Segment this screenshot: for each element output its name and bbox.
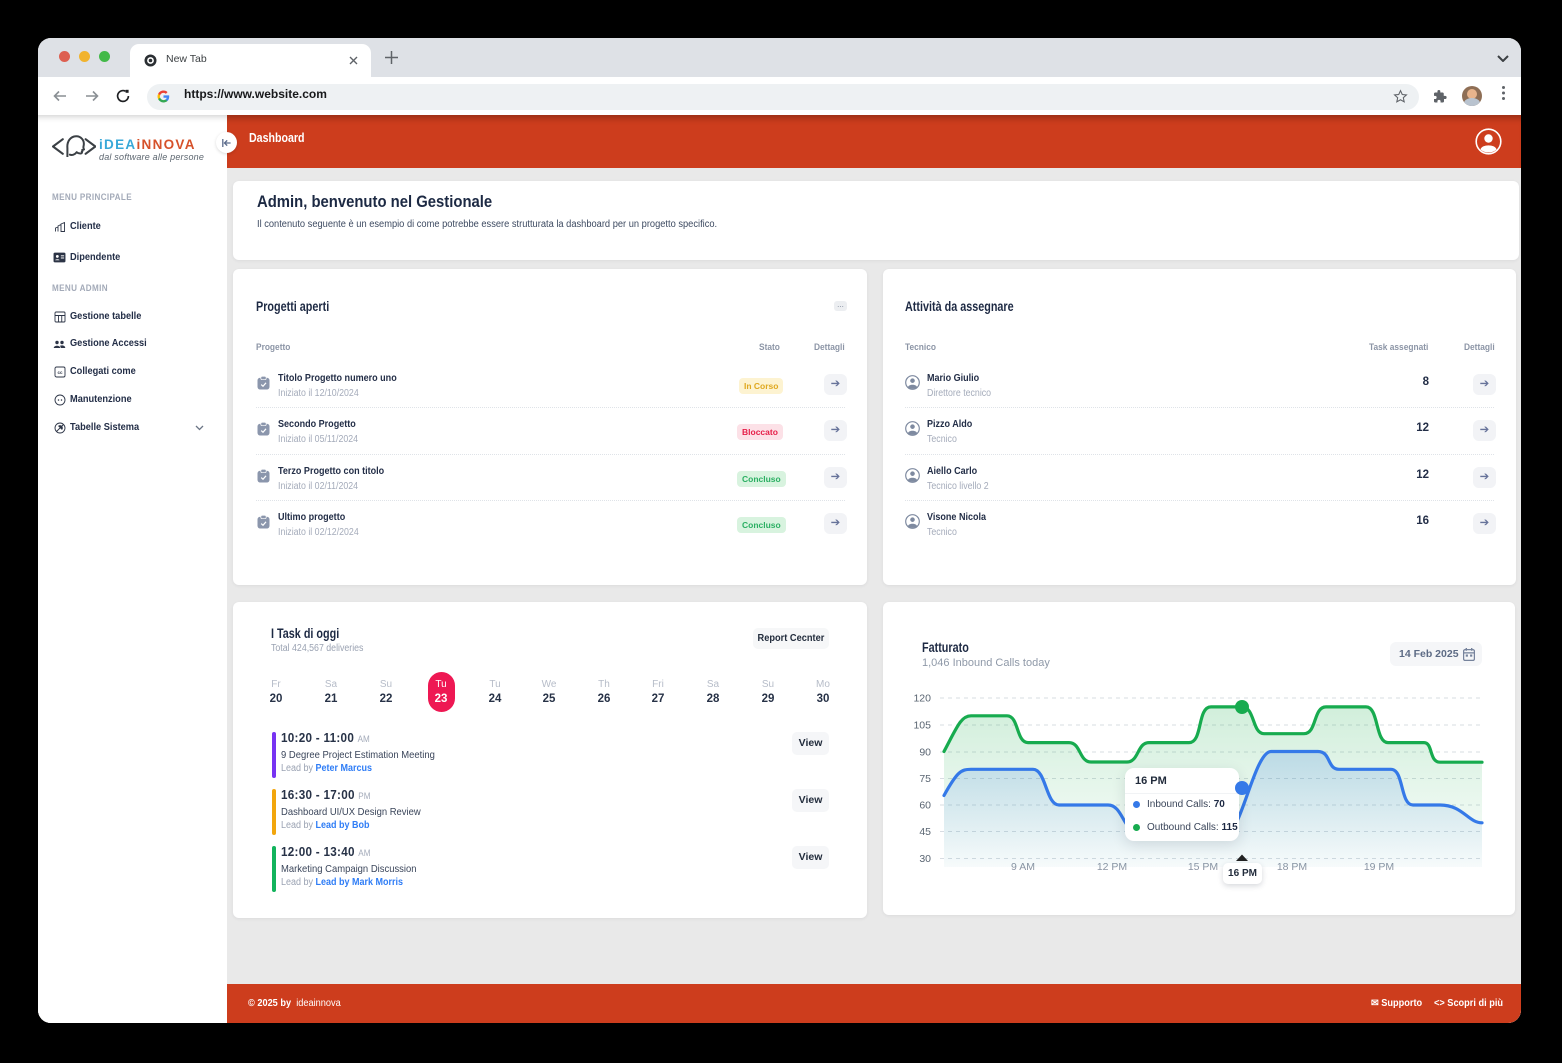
svg-text:75: 75 [919,773,931,785]
svg-text:30: 30 [919,853,931,865]
svg-text:120: 120 [913,693,931,705]
svg-text:90: 90 [919,747,931,759]
svg-text:105: 105 [913,720,931,732]
svg-text:cc: cc [57,370,63,375]
svg-text:60: 60 [919,800,931,812]
svg-text:45: 45 [919,826,931,838]
